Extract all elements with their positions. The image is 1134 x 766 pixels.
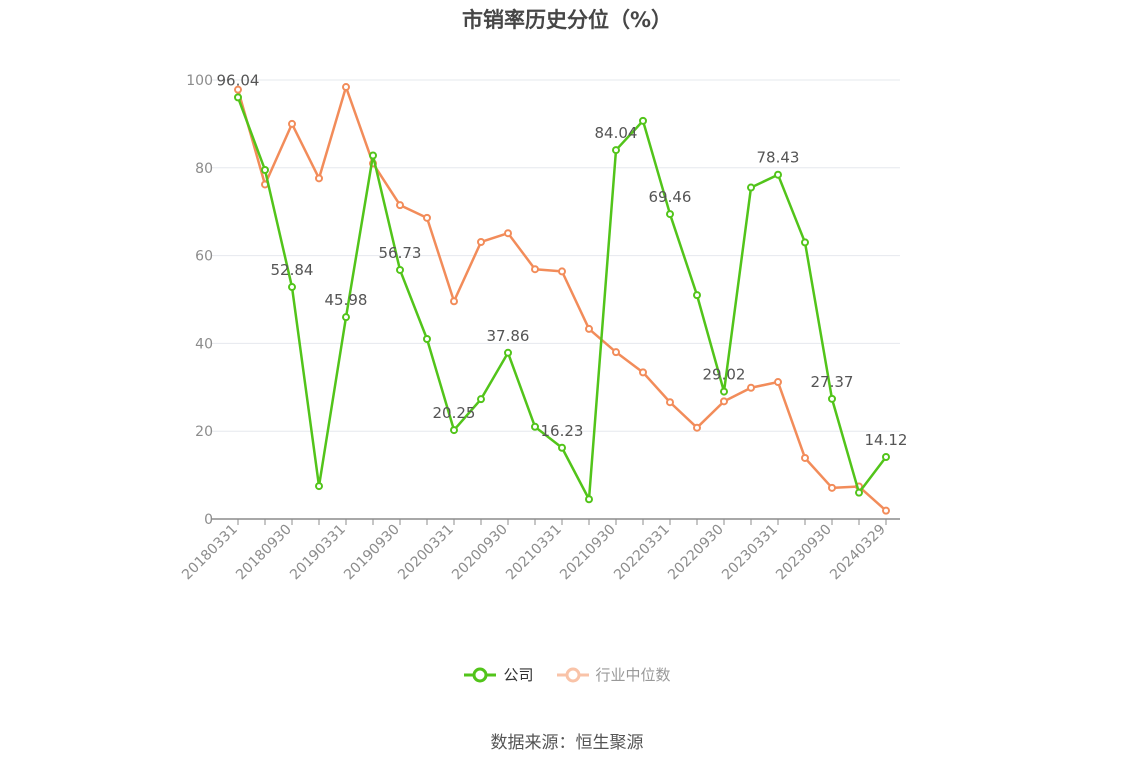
industry-point	[531, 265, 539, 274]
industry-point	[720, 397, 728, 406]
x-tick-label: 20240329	[827, 522, 889, 584]
industry-point	[396, 201, 404, 210]
data-label: 37.86	[487, 327, 530, 345]
company-point	[369, 151, 377, 160]
company-point	[639, 116, 647, 125]
company-point	[855, 488, 863, 497]
industry-point	[639, 368, 647, 377]
industry-point	[666, 398, 674, 407]
data-label: 20.25	[433, 404, 476, 422]
company-point	[774, 170, 782, 179]
data-label: 27.37	[811, 373, 854, 391]
company-point	[828, 394, 836, 403]
x-tick-label: 20230331	[719, 522, 781, 584]
industry-point	[774, 378, 782, 387]
industry-point	[477, 237, 485, 246]
company-point	[801, 238, 809, 247]
data-label: 14.12	[865, 431, 908, 449]
company-point	[396, 265, 404, 274]
company-point	[666, 210, 674, 219]
data-source: 数据来源：恒生聚源	[490, 733, 644, 753]
company-point	[234, 93, 242, 102]
data-label: 78.43	[757, 149, 800, 167]
data-label: 29.02	[703, 366, 746, 384]
company-point	[531, 422, 539, 431]
company-point	[315, 482, 323, 491]
company-point	[288, 283, 296, 292]
industry-point	[693, 423, 701, 432]
line-chart: 0 20 40 60 80 100 2018033120180930201903312019…	[179, 71, 908, 584]
industry-point	[315, 174, 323, 183]
data-label: 69.46	[649, 188, 692, 206]
company-point	[504, 348, 512, 357]
data-label: 45.98	[325, 291, 368, 309]
data-label: 96.04	[217, 71, 260, 89]
industry-point	[828, 483, 836, 492]
x-tick-label: 20190331	[287, 522, 349, 584]
industry-point	[450, 297, 458, 306]
x-tick-label: 20230930	[773, 522, 835, 584]
x-tick-label: 20220331	[611, 522, 673, 584]
y-tick-label: 100	[186, 73, 213, 89]
legend-label-company: 公司	[503, 666, 534, 684]
industry-point	[288, 119, 296, 128]
data-label: 56.73	[379, 244, 422, 262]
y-tick-label: 60	[195, 249, 213, 265]
company-point	[261, 165, 269, 174]
x-tick-label: 20200930	[449, 522, 511, 584]
data-label: 84.04	[595, 124, 638, 142]
company-point	[882, 453, 890, 462]
industry-point	[747, 383, 755, 392]
legend: 公司 行业中位数	[0, 664, 1134, 685]
industry-point	[423, 213, 431, 222]
legend-label-industry: 行业中位数	[595, 666, 671, 684]
company-point	[558, 443, 566, 452]
x-tick-label: 20220930	[665, 522, 727, 584]
industry-point	[801, 453, 809, 462]
company-point	[720, 387, 728, 396]
industry-point	[612, 348, 620, 357]
x-tick-label: 20210331	[503, 522, 565, 584]
chart-title: 市销率历史分位（%）	[461, 8, 673, 32]
y-tick-label: 0	[204, 512, 213, 528]
y-tick-label: 80	[195, 161, 213, 177]
x-tick-label: 20210930	[557, 522, 619, 584]
data-label: 16.23	[541, 422, 584, 440]
company-point	[342, 313, 350, 322]
company-point	[423, 335, 431, 344]
x-tick-label: 20190930	[341, 522, 403, 584]
company-point	[585, 495, 593, 504]
industry-point	[504, 229, 512, 238]
legend-item-company[interactable]: 公司	[463, 664, 534, 685]
industry-point	[342, 83, 350, 92]
company-point	[693, 291, 701, 300]
y-tick-label: 20	[195, 424, 213, 440]
x-tick-label: 20180331	[179, 522, 241, 584]
legend-company-line-icon	[464, 667, 497, 682]
legend-industry-line-icon	[556, 667, 589, 682]
y-tick-label: 40	[195, 336, 213, 352]
industry-point	[558, 267, 566, 276]
company-point	[747, 183, 755, 192]
x-tick-label: 20180930	[233, 522, 295, 584]
data-label: 52.84	[271, 261, 314, 279]
legend-item-industry[interactable]: 行业中位数	[556, 664, 671, 685]
company-point	[450, 426, 458, 435]
x-tick-label: 20200331	[395, 522, 457, 584]
industry-point	[234, 85, 242, 94]
company-point	[612, 146, 620, 155]
industry-point	[882, 506, 890, 515]
industry-point	[585, 324, 593, 333]
company-point	[477, 395, 485, 404]
